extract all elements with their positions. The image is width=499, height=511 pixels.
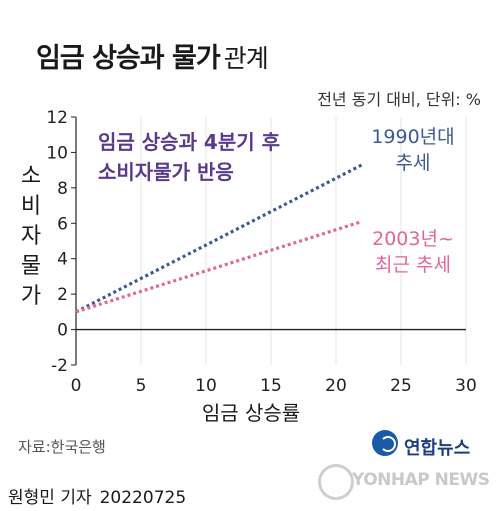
byline-author: 원형민 기자 xyxy=(8,488,92,508)
y-tick-label: -2 xyxy=(51,356,68,376)
y-tick-label: 0 xyxy=(57,321,68,341)
x-tick-label: 15 xyxy=(260,376,282,396)
byline-date: 20220725 xyxy=(99,488,187,508)
title-bold-text: 임금 상승과 물가 xyxy=(36,43,221,74)
chart-title: 임금 상승과 물가 관계 xyxy=(36,36,269,75)
watermark-text: YONHAP NEWS xyxy=(352,470,490,490)
series-line-1 xyxy=(75,163,363,314)
source-note: 자료:한국은행 xyxy=(18,438,106,456)
yonhap-logo-icon xyxy=(372,430,398,456)
x-tick-label: 5 xyxy=(136,376,147,396)
y-tick-label: 4 xyxy=(57,250,68,270)
logo-text: 연합뉴스 xyxy=(404,438,471,459)
x-axis-label: 임금 상승률 xyxy=(202,401,300,425)
y-tick-label: 2 xyxy=(57,285,68,305)
y-tick-label: 6 xyxy=(57,214,68,234)
y-axis-label: 소비자물가 xyxy=(20,164,42,309)
x-tick-label: 0 xyxy=(71,376,82,396)
x-tick-label: 10 xyxy=(195,376,217,396)
title-light-text: 관계 xyxy=(223,44,269,73)
x-tick-label: 25 xyxy=(390,376,412,396)
y-tick-label: 10 xyxy=(46,143,68,163)
series-label-2: 2003년~ 최근 추세 xyxy=(372,228,454,276)
unit-note: 전년 동기 대비, 단위: % xyxy=(317,90,481,109)
x-tick-label: 20 xyxy=(325,376,347,396)
y-tick-label: 8 xyxy=(57,179,68,199)
watermark-icon xyxy=(318,464,354,500)
y-tick-label: 12 xyxy=(46,108,68,128)
series-line-2 xyxy=(75,219,363,314)
x-tick-label: 30 xyxy=(455,376,477,396)
byline: 원형민 기자 20220725 xyxy=(8,483,186,508)
series-label-1: 1990년대 추세 xyxy=(371,126,454,174)
chart-annotation: 임금 상승과 4분기 후 소비자물가 반응 xyxy=(98,130,280,184)
